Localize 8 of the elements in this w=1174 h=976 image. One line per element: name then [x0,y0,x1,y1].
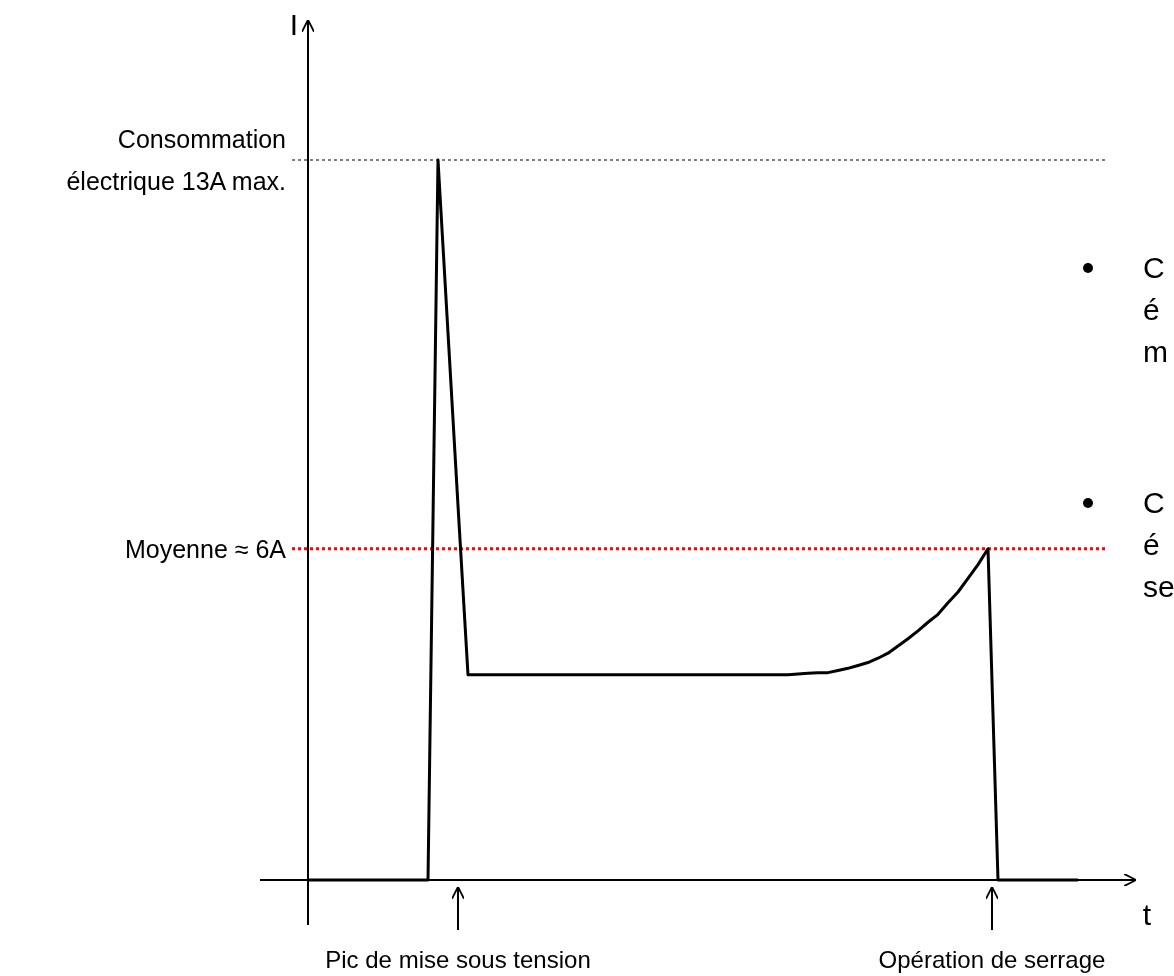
text: C é m [1143,251,1168,368]
ref-line-label: Consommation électrique 13A max. [66,124,286,195]
text: C é se [1143,486,1174,603]
ref-line-label: Moyenne ≈ 6A [124,534,287,563]
x-axis-title: t [1142,898,1152,931]
text: Opération de serrage [878,946,1106,973]
y-axis-title: I [289,8,299,41]
text: Pic de mise sous tension [325,946,591,973]
